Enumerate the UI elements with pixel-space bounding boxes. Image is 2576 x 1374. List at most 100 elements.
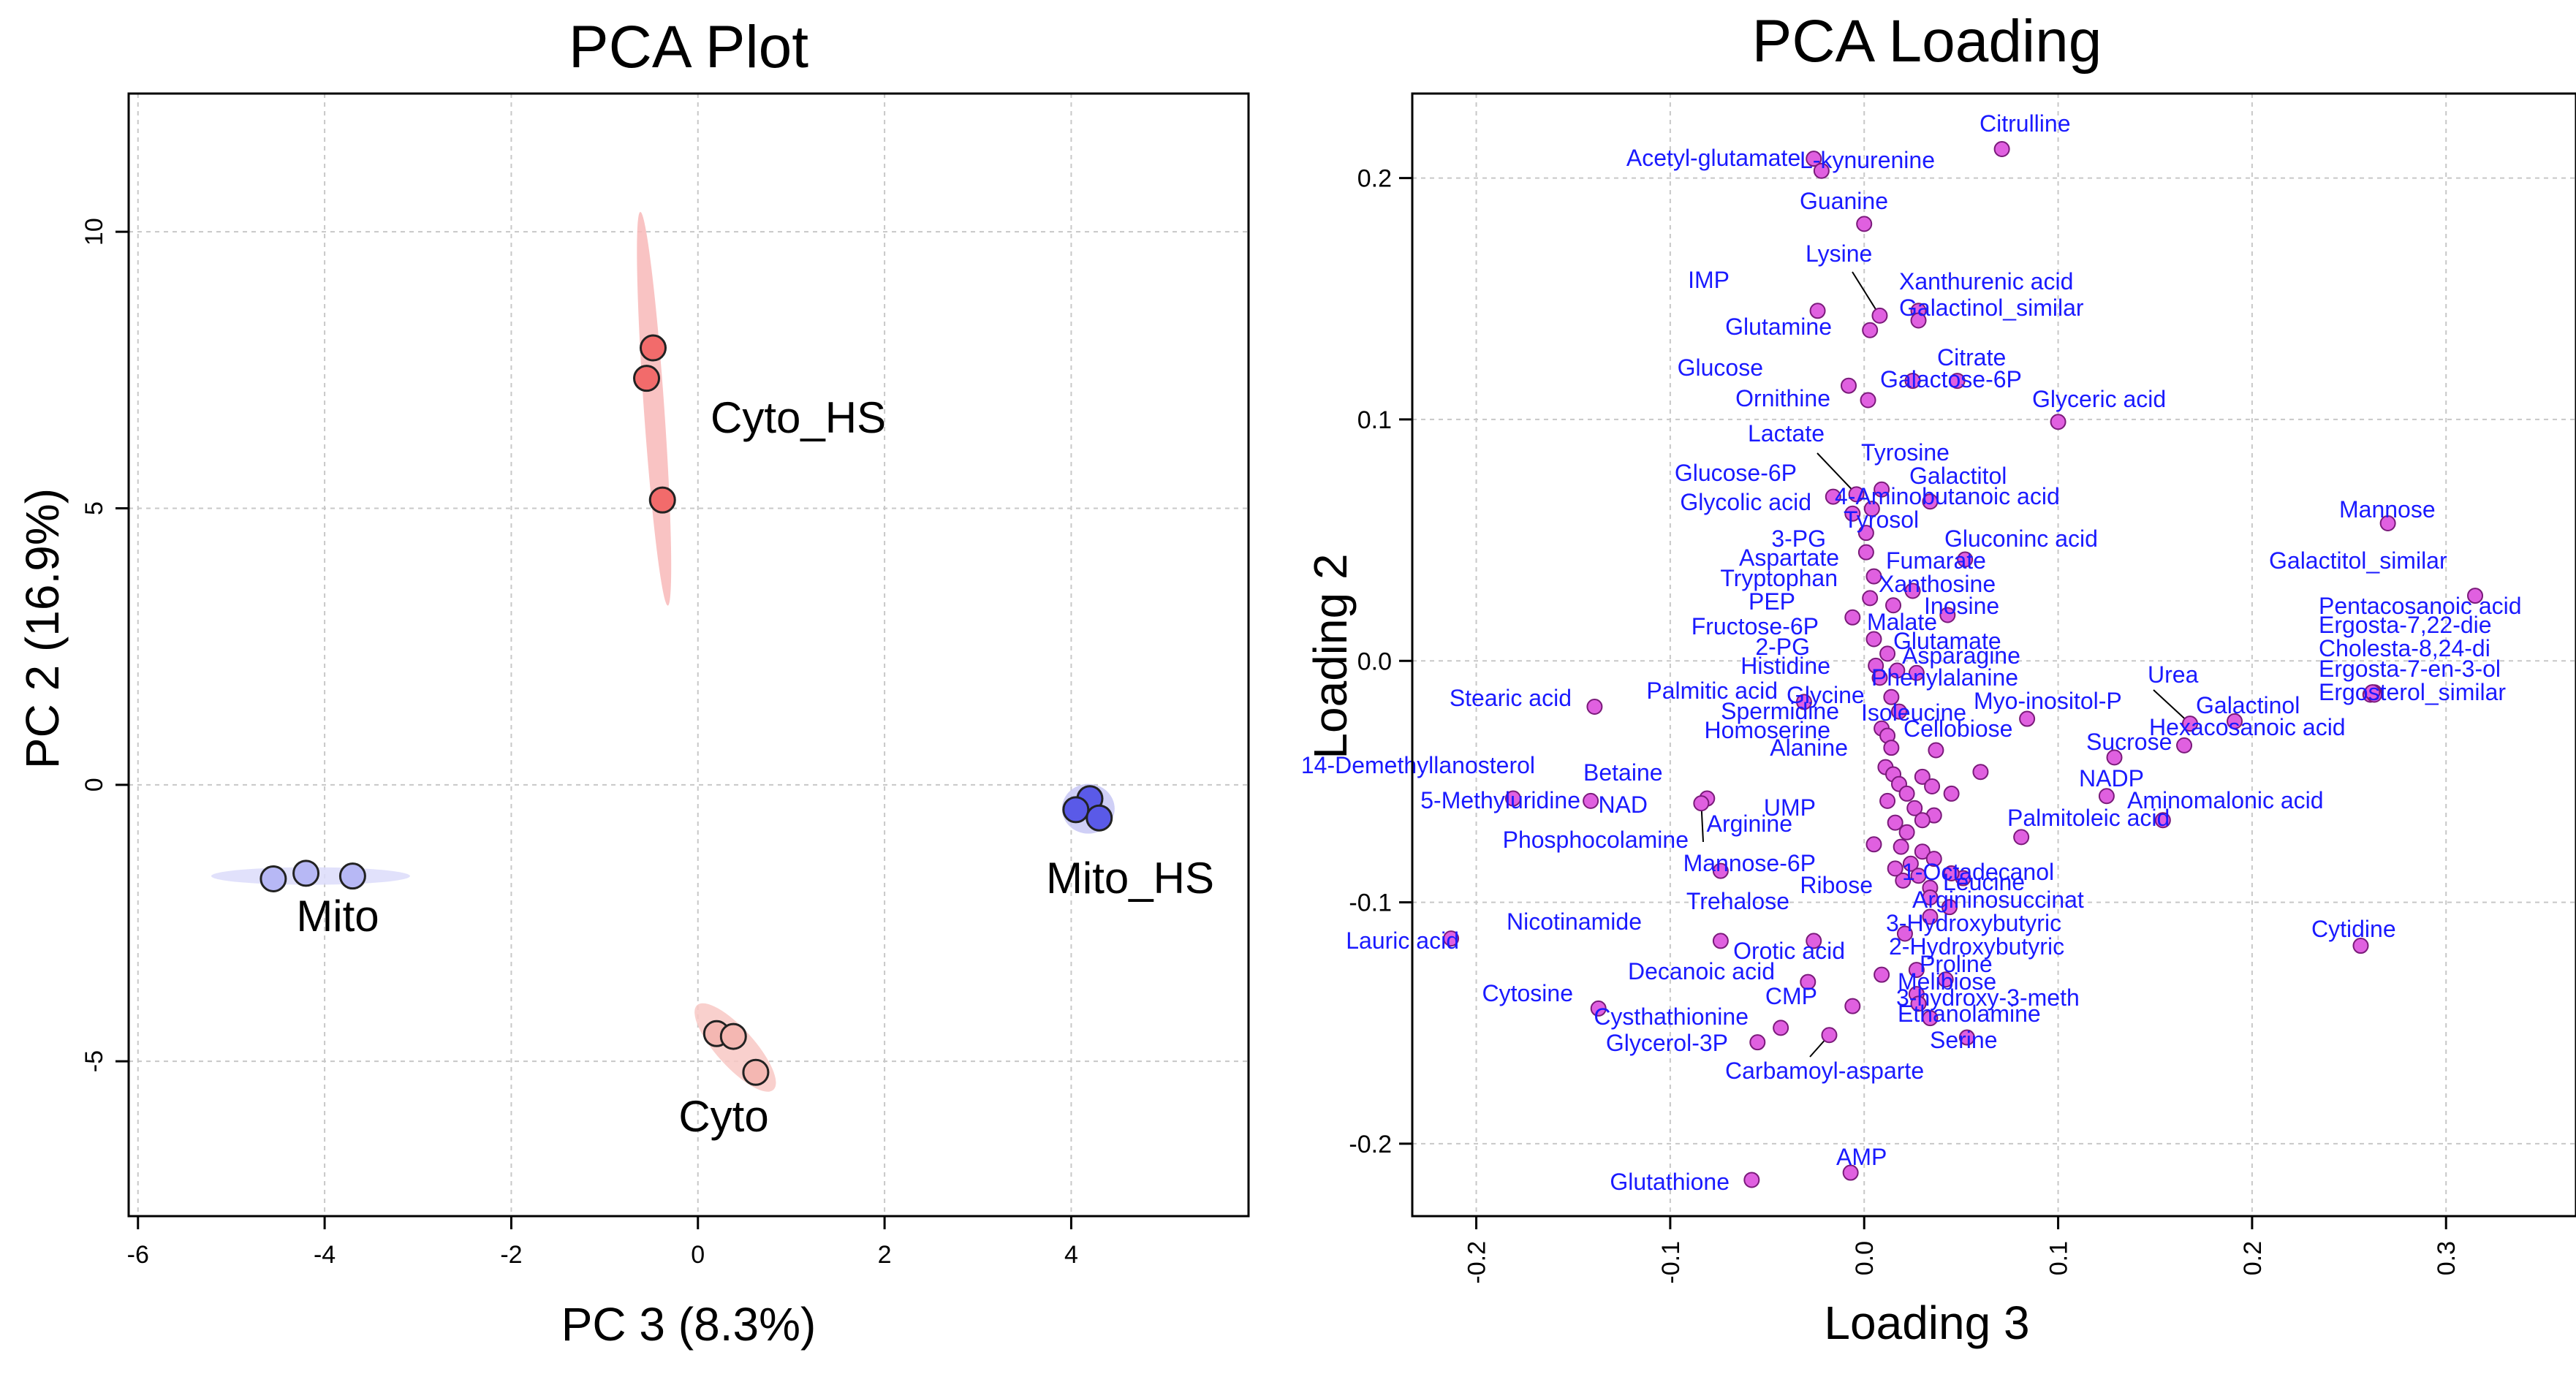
point-cyto <box>742 1058 770 1086</box>
loading-point-fructose-6p <box>1865 631 1882 648</box>
pca-loading-frame <box>1411 92 2576 1218</box>
loading-point-glutamine <box>1862 322 1879 338</box>
pca-loading-title: PCA Loading <box>1752 8 2102 75</box>
loading-label-1-octadecanol: 1-Octadecanol <box>1902 859 2054 885</box>
loading-label-4-aminobutanoic-acid: 4-Aminobutanoic acid <box>1835 483 2060 509</box>
loading-point-galactitol-similar <box>2467 588 2484 604</box>
point-mito-hs <box>1062 796 1090 824</box>
ellipse-cyto-hs <box>637 211 672 606</box>
loading-point-glycine <box>1890 703 1907 720</box>
loading-label-glutamate: Glutamate <box>1893 628 2001 654</box>
loading-label-galactinol-similar: Galactinol_similar <box>1899 295 2084 321</box>
loading-label-mannose-6p: Mannose-6P <box>1683 850 1816 876</box>
loading-point-galactitol <box>1922 493 1939 510</box>
loading-label-glycerol-3p: Glycerol-3P <box>1606 1030 1728 1056</box>
loading-point-malate <box>1879 645 1896 662</box>
loading-point-l-kynurenine <box>1813 162 1830 179</box>
point-cyto-hs <box>639 334 667 362</box>
loading-point-cysthathionine <box>1773 1020 1789 1036</box>
loading-label-homoserine: Homoserine <box>1704 717 1830 743</box>
loading-point-5-methyluridine <box>1583 792 1599 809</box>
loading-label-glycolic-acid: Glycolic acid <box>1680 489 1811 515</box>
pca-loading-xtick-label: -0.1 <box>1657 1241 1685 1284</box>
loading-point-2-hydroxybutyric <box>1908 962 1925 979</box>
loading-point-histidine <box>1871 669 1888 686</box>
point-cyto-hs <box>633 365 661 392</box>
loading-point-mannose <box>2379 515 2396 531</box>
leader-lactate <box>1817 452 1857 496</box>
pca-loading-points <box>1443 140 2484 1188</box>
loading-label-glyceric-acid: Glyceric acid <box>2032 386 2166 412</box>
loading-label-l-kynurenine: L-kynurenine <box>1800 147 1935 173</box>
loading-point-gluconinc-acid <box>1957 551 1974 568</box>
loading-label-proline: Proline <box>1920 951 1993 977</box>
loading-label-cytosine: Cytosine <box>1482 980 1574 1006</box>
loading-label-tyrosine: Tyrosine <box>1861 439 1950 466</box>
loading-point-ergosterol-similar <box>2364 684 2381 701</box>
loading-label-myo-inositol-p: Myo-inositol-P <box>1974 688 2122 714</box>
loading-label-asparagine: Asparagine <box>1902 642 2020 669</box>
loading-label-galactitol: Galactitol <box>1909 463 2007 489</box>
loading-label-5-methyluridine: 5-Methyluridine <box>1420 787 1580 813</box>
loading-point-lysine <box>1871 307 1888 324</box>
loading-label-alanine: Alanine <box>1770 735 1848 761</box>
pca-plot-xtick-label: 0 <box>691 1241 705 1269</box>
loading-point-arginine <box>1865 836 1882 853</box>
loading-point-citrate <box>1949 373 1966 390</box>
group-label-mito-hs: Mito_HS <box>1046 854 1214 903</box>
leader-lysine <box>1852 271 1881 316</box>
loading-point-tyrosine <box>1874 481 1890 498</box>
loading-label-aminomalonic-acid: Aminomalonic acid <box>2127 787 2324 813</box>
loading-point-orotic-acid <box>1874 966 1890 983</box>
group-label-mito: Mito <box>296 892 379 941</box>
loading-point-pep <box>1844 609 1861 626</box>
loading-label-pep: PEP <box>1749 588 1795 615</box>
loading-point-homoserine <box>1883 740 1900 756</box>
pca-plot-ytick-label: 5 <box>80 501 108 515</box>
loading-label-3-hydroxybutyric: 3-Hydroxybutyric <box>1886 910 2061 936</box>
pca-plot-ylabel: PC 2 (16.9%) <box>16 488 69 769</box>
loading-label-mannose: Mannose <box>2339 496 2436 523</box>
loading-label-acetyl-glutamate: Acetyl-glutamate <box>1626 145 1800 171</box>
loading-label-imp: IMP <box>1688 267 1730 293</box>
loading-point-hypoxanthine <box>1887 860 1903 877</box>
loading-point-ethanolamine <box>1922 1010 1939 1027</box>
loading-label-3-hydroxy-3-meth: 3-hydroxy-3-meth <box>1896 984 2080 1011</box>
loading-label-ornithine: Ornithine <box>1735 385 1830 411</box>
loading-point-pyroglutamate <box>1914 768 1931 785</box>
loading-label-cholesta-8-24-di: Cholesta-8,24-di <box>2319 635 2490 661</box>
loading-label-cytidine: Cytidine <box>2311 916 2396 942</box>
pca-loading-xtick-label: 0.1 <box>2045 1241 2073 1275</box>
loading-label-galactose-6p: Galactose-6P <box>1880 366 2022 392</box>
loading-label-ribose: Ribose <box>1800 872 1873 898</box>
loading-point-3-pg <box>1857 544 1874 561</box>
loading-label-palmitoleic-acid: Palmitoleic acid <box>2007 805 2170 831</box>
loading-point-citrulline <box>1993 140 2010 157</box>
point-cyto <box>719 1022 747 1050</box>
loading-point-cystine <box>1943 865 1960 881</box>
point-mito <box>292 859 320 887</box>
loading-label-glucose: Glucose <box>1678 354 1763 381</box>
pca-plot-xtick-label: 4 <box>1064 1241 1078 1269</box>
leader-urea <box>2153 689 2191 724</box>
loading-point-glucose-6p <box>1825 488 1841 505</box>
pca-plot-ytick-label: -5 <box>80 1050 108 1072</box>
loading-point-ump <box>1887 814 1903 831</box>
loading-point-nad <box>1693 795 1710 812</box>
pca-loading-ytick-label: 0.2 <box>1357 165 1392 193</box>
loading-label-urea: Urea <box>2148 661 2199 688</box>
loading-point-methionine <box>1972 764 1989 781</box>
pca-loading-ytick-label: 0.1 <box>1357 406 1392 434</box>
loading-label-nad: NAD <box>1598 792 1648 818</box>
loading-label-lactate: Lactate <box>1748 420 1825 447</box>
loading-point-xanthosine <box>1885 597 1902 614</box>
group-label-cyto-hs: Cyto_HS <box>711 393 886 442</box>
loading-point-galactinol <box>2227 713 2243 729</box>
loading-label-malate: Malate <box>1867 609 1937 635</box>
loading-label-2-pg: 2-PG <box>1755 634 1810 660</box>
loading-label-lysine: Lysine <box>1806 240 1872 267</box>
loading-point-ribose <box>1922 889 1939 906</box>
loading-point-leucine <box>1941 899 1958 916</box>
loading-point-cytidine <box>2352 938 2369 954</box>
